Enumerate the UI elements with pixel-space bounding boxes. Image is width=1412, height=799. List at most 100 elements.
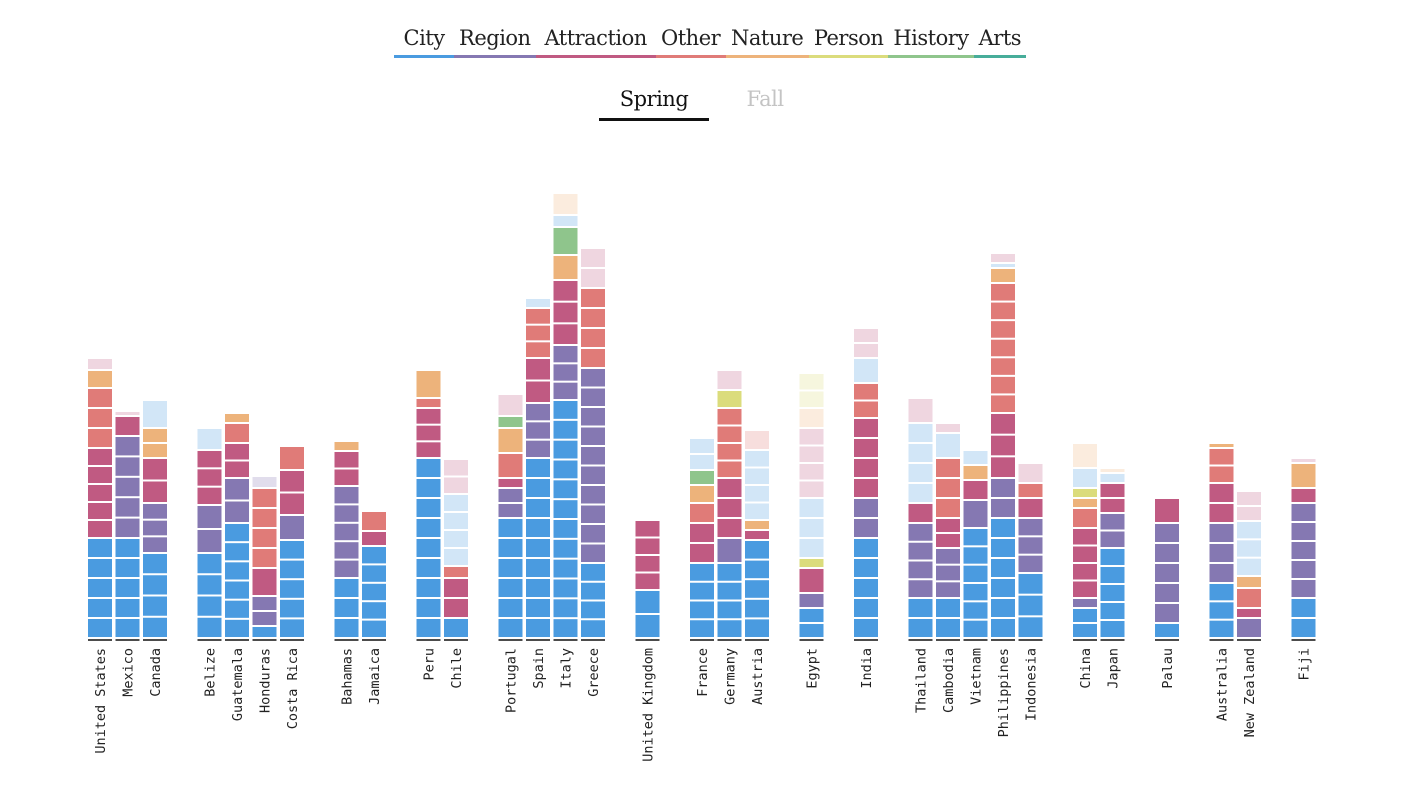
tab-arts[interactable]: Arts <box>973 24 1026 58</box>
country-label: Vietnam <box>969 648 985 705</box>
bar-costa-rica[interactable] <box>280 447 304 637</box>
bar-segment <box>553 401 578 419</box>
tab-spring[interactable]: Spring <box>599 84 709 121</box>
bar-france[interactable] <box>690 439 714 637</box>
bar-segment <box>88 359 112 369</box>
bar-segment <box>1073 546 1097 562</box>
bar-italy[interactable] <box>553 194 578 637</box>
bar-segment <box>526 579 550 597</box>
bar-segment <box>1291 619 1316 637</box>
bar-greece[interactable] <box>581 249 605 637</box>
bar-segment <box>717 444 742 460</box>
bar-germany[interactable] <box>717 371 742 637</box>
bar-palau[interactable] <box>1155 499 1179 637</box>
bar-segment <box>991 599 1015 617</box>
bar-segment <box>991 499 1015 517</box>
bar-segment <box>362 602 386 619</box>
bar-belize[interactable] <box>197 429 222 637</box>
bar-united-states[interactable] <box>88 359 112 637</box>
bar-jamaica[interactable] <box>362 512 386 637</box>
bar-segment <box>799 481 824 497</box>
bar-segment <box>1237 522 1261 539</box>
bar-chile[interactable] <box>444 460 468 637</box>
bar-bahamas[interactable] <box>334 442 359 637</box>
bar-segment <box>225 414 249 422</box>
bar-segment <box>991 376 1015 394</box>
bar-segment <box>197 429 222 449</box>
tab-label: Attraction <box>544 26 647 50</box>
bar-segment <box>115 619 140 637</box>
bar-thailand[interactable] <box>908 399 933 637</box>
bar-segment <box>581 329 605 347</box>
bar-segment <box>334 442 359 450</box>
bar-segment <box>854 384 878 400</box>
bar-segment <box>197 469 222 486</box>
bar-new-zealand[interactable] <box>1237 492 1261 637</box>
bar-segment <box>635 615 660 637</box>
bar-china[interactable] <box>1073 444 1097 637</box>
bar-indonesia[interactable] <box>1018 464 1043 637</box>
bar-segment <box>526 309 550 324</box>
bar-vietnam[interactable] <box>963 451 988 637</box>
tab-other[interactable]: Other <box>655 24 726 58</box>
tab-person[interactable]: Person <box>808 24 889 58</box>
bar-guatemala[interactable] <box>225 414 249 637</box>
bar-segment <box>963 501 988 527</box>
bar-segment <box>143 617 167 637</box>
bar-segment <box>416 371 441 397</box>
tab-history[interactable]: History <box>888 24 974 58</box>
bar-segment <box>799 429 824 445</box>
tab-fall[interactable]: Fall <box>746 87 784 111</box>
bar-segment <box>1155 584 1179 602</box>
bar-segment <box>416 442 441 457</box>
bar-segment <box>581 388 605 406</box>
bar-segment <box>115 412 140 415</box>
bar-segment <box>280 599 304 618</box>
bar-peru[interactable] <box>416 371 441 637</box>
bar-spain[interactable] <box>526 299 550 637</box>
bar-canada[interactable] <box>143 401 167 637</box>
bar-segment <box>197 530 222 552</box>
bar-portugal[interactable] <box>498 395 523 637</box>
tab-region[interactable]: Region <box>454 24 536 58</box>
bar-segment <box>553 460 578 479</box>
bar-segment <box>717 564 742 581</box>
bar-segment <box>1291 580 1316 597</box>
bar-segment <box>799 539 824 557</box>
bar-segment <box>1291 599 1316 617</box>
tab-attraction[interactable]: Attraction <box>535 24 656 58</box>
bar-segment <box>745 541 769 559</box>
bar-mexico[interactable] <box>115 412 140 637</box>
bar-segment <box>854 599 878 617</box>
bar-segment <box>197 487 222 504</box>
bar-segment <box>745 599 769 618</box>
bar-cambodia[interactable] <box>936 424 960 637</box>
tab-city[interactable]: City <box>394 24 455 58</box>
bar-segment <box>690 564 714 581</box>
bar-honduras[interactable] <box>252 477 277 637</box>
bar-austria[interactable] <box>745 431 769 637</box>
bar-segment <box>526 519 550 537</box>
country-label: China <box>1078 648 1094 689</box>
bar-segment <box>1073 609 1097 622</box>
country-label: Jamaica <box>367 648 383 705</box>
bar-segment <box>526 499 550 517</box>
bar-united-kingdom[interactable] <box>635 521 660 637</box>
bar-segment <box>444 477 468 493</box>
bar-egypt[interactable] <box>799 374 824 637</box>
bar-australia[interactable] <box>1209 444 1234 637</box>
bar-india[interactable] <box>854 329 878 637</box>
bar-segment <box>908 561 933 579</box>
bar-segment <box>581 601 605 619</box>
bar-japan[interactable] <box>1100 469 1125 637</box>
bar-segment <box>115 417 140 435</box>
bar-segment <box>553 440 578 459</box>
bar-segment <box>553 228 578 254</box>
tab-label: City <box>403 26 446 50</box>
bar-segment <box>717 479 742 497</box>
bar-segment <box>498 504 523 517</box>
tab-nature[interactable]: Nature <box>725 24 809 58</box>
bar-fiji[interactable] <box>1291 459 1316 637</box>
bar-segment <box>553 302 578 323</box>
bar-philippines[interactable] <box>991 254 1015 637</box>
